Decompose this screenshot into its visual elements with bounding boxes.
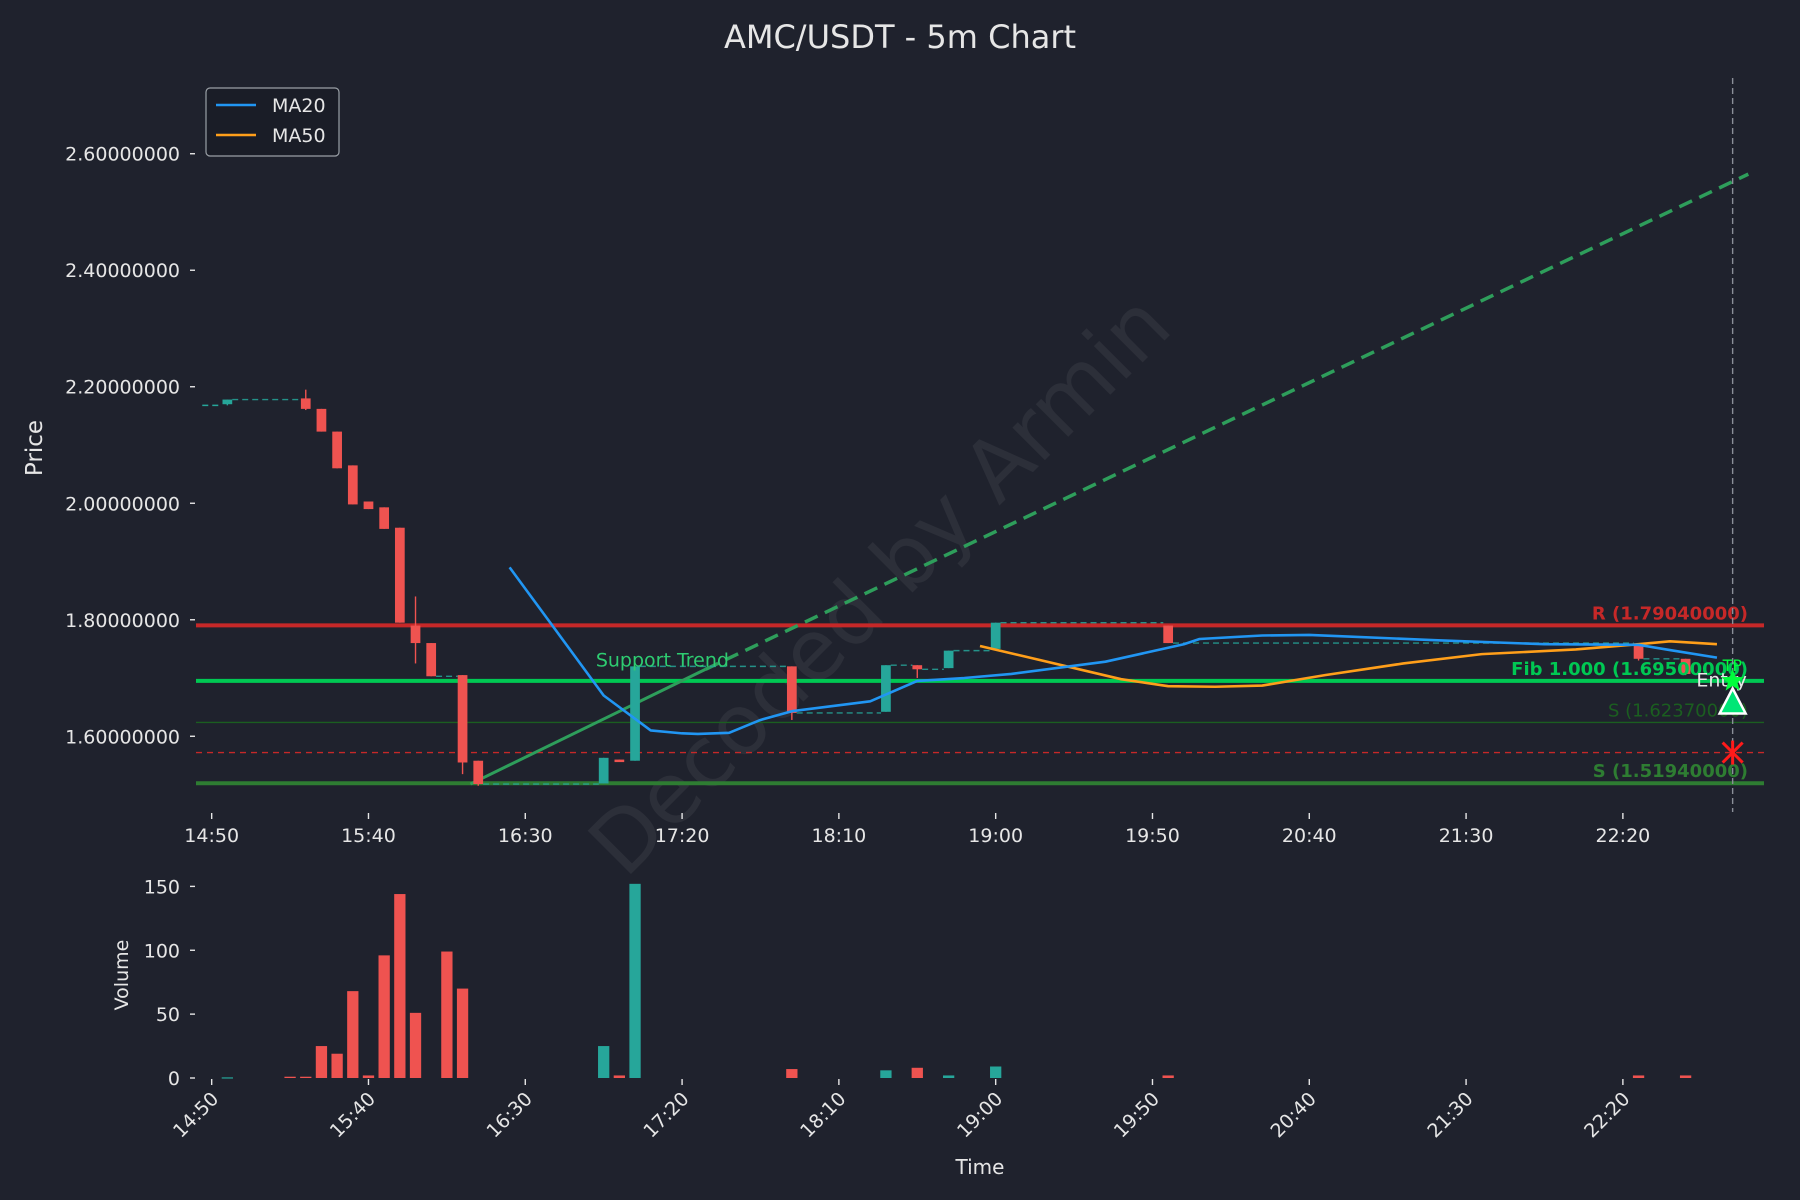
support-strong-label: S (1.51940000) (1593, 761, 1748, 782)
volume-tick-label: 150 (144, 876, 180, 898)
candle-body (379, 507, 390, 529)
candle-body (786, 666, 797, 713)
volume-time-tick-label: 14:50 (169, 1088, 223, 1142)
candle-body (473, 760, 484, 785)
volume-tick-label: 50 (156, 1004, 180, 1026)
volume-tick-label: 100 (144, 940, 180, 962)
candle-body (316, 408, 327, 432)
price-tick-label: 2.40000000 (65, 260, 180, 282)
legend-ma50-label: MA50 (272, 125, 326, 147)
tp-marker (1721, 668, 1745, 691)
volume-time-tick-label: 16:30 (483, 1088, 537, 1142)
candle-body (394, 527, 405, 623)
time-tick-label: 17:20 (655, 825, 710, 847)
candle-body (881, 665, 891, 712)
volume-time-tick-label: 21:30 (1423, 1088, 1477, 1142)
candle-body (410, 625, 421, 644)
volume-tick-label: 0 (168, 1068, 180, 1090)
support-trend-label: Support Trend (596, 649, 729, 671)
volume-bar (409, 1012, 422, 1078)
support-trend-projection (704, 172, 1750, 671)
candle-body (426, 643, 437, 677)
volume-bar (331, 1053, 343, 1078)
volume-bar (394, 894, 406, 1078)
time-tick-label: 19:50 (1125, 825, 1180, 847)
candle-body (300, 398, 311, 409)
volume-time-tick-label: 15:40 (326, 1088, 380, 1142)
candle-body (943, 650, 954, 669)
resistance-label: R (1.79040000) (1592, 603, 1748, 624)
volume-bar (441, 951, 453, 1078)
volume-axis-title: Volume (111, 940, 133, 1011)
candle-body (363, 501, 374, 510)
volume-bar (221, 1077, 234, 1079)
price-axis-title: Price (22, 420, 48, 476)
candle-body (332, 431, 342, 469)
candle-body (1633, 645, 1644, 659)
volume-bar (629, 883, 641, 1078)
price-tick-label: 2.00000000 (65, 493, 180, 515)
candle-body (598, 757, 609, 784)
volume-time-tick-label: 19:00 (953, 1088, 1007, 1142)
volume-bar (362, 1075, 375, 1078)
volume-time-tick-label: 18:10 (796, 1088, 850, 1142)
time-tick-label: 21:30 (1439, 825, 1494, 847)
legend: MA20 MA50 (205, 87, 340, 157)
time-tick-label: 22:20 (1595, 825, 1650, 847)
candle-body (990, 622, 1001, 649)
volume-bar (347, 991, 359, 1078)
candle-body (1680, 658, 1691, 674)
time-tick-label: 20:40 (1282, 825, 1337, 847)
tp-label: TP (1722, 656, 1743, 675)
time-axis-title: Time (955, 1155, 1005, 1179)
time-tick-label: 18:10 (811, 825, 866, 847)
volume-bar (598, 1046, 610, 1078)
volume-time-tick-label: 19:50 (1110, 1088, 1164, 1142)
entry-marker (1717, 685, 1748, 715)
price-tick-label: 2.60000000 (65, 144, 180, 166)
support-trend-line (469, 667, 707, 786)
volume-bar (911, 1067, 923, 1078)
time-tick-label: 19:00 (968, 825, 1023, 847)
volume-bar (1632, 1075, 1645, 1078)
price-tick-label: 1.60000000 (65, 726, 180, 748)
candle-body (222, 399, 233, 405)
fib-label: Fib 1.000 (1.69500000) (1511, 659, 1748, 680)
volume-bar (284, 1076, 296, 1078)
volume-bar (1162, 1075, 1174, 1078)
volume-bar (786, 1069, 798, 1078)
time-tick-label: 16:30 (498, 825, 553, 847)
time-tick-label: 15:40 (341, 825, 396, 847)
price-tick-label: 2.20000000 (65, 377, 180, 399)
chart-title: AMC/USDT - 5m Chart (724, 18, 1076, 56)
time-tick-label: 14:50 (184, 825, 239, 847)
candle-body (457, 675, 468, 763)
legend-ma20-label: MA20 (272, 95, 326, 117)
volume-time-tick-label: 22:20 (1580, 1088, 1634, 1142)
volume-bar (942, 1075, 955, 1078)
volume-bar (990, 1066, 1002, 1078)
price-tick-label: 1.80000000 (65, 610, 180, 632)
volume-bar (613, 1075, 626, 1078)
volume-bar (1679, 1075, 1692, 1078)
ma20-line (508, 566, 1718, 736)
volume-bar (456, 988, 469, 1078)
volume-time-tick-label: 20:40 (1267, 1088, 1321, 1142)
volume-time-tick-label: 17:20 (639, 1088, 693, 1142)
volume-bar (880, 1070, 892, 1078)
candle-body (912, 665, 923, 670)
candle-body (630, 666, 640, 761)
volume-bar (300, 1076, 312, 1078)
candle-body (1163, 625, 1174, 644)
candle-body (614, 759, 625, 763)
volume-bar (315, 1046, 328, 1078)
watermark: Decoded by Armin (570, 275, 1189, 894)
support-weak-label: S (1.62370000) (1608, 700, 1748, 721)
volume-bar (378, 955, 390, 1078)
candle-body (347, 465, 358, 505)
